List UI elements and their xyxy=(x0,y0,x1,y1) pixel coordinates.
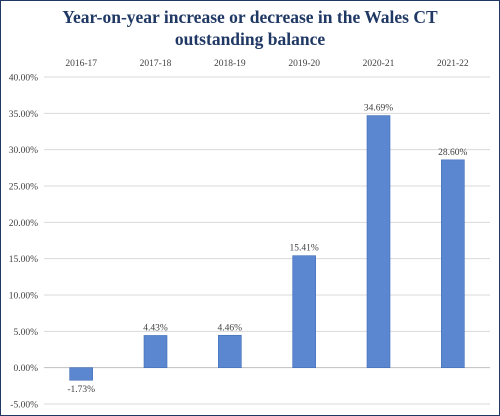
bar xyxy=(441,159,465,368)
y-tick-label: 10.00% xyxy=(9,292,38,302)
chart-title-line-2: outstanding balance xyxy=(174,29,326,49)
bar xyxy=(292,255,316,368)
data-label: 34.69% xyxy=(364,104,393,114)
y-tick-label: 15.00% xyxy=(9,255,38,265)
data-label: 15.41% xyxy=(290,244,319,254)
category-label: 2021-22 xyxy=(437,59,469,69)
data-labels: -1.73% 4.43% 4.46% 15.41% 34.69% 28.60% xyxy=(67,104,467,396)
data-label: 4.43% xyxy=(143,323,168,333)
y-tick-label: 5.00% xyxy=(13,328,38,338)
chart-title: Year-on-year increase or decrease in the… xyxy=(0,6,500,50)
category-label: 2020-21 xyxy=(363,59,395,69)
bars xyxy=(69,115,465,381)
y-tick-label: 20.00% xyxy=(9,219,38,229)
chart-title-line-1: Year-on-year increase or decrease in the… xyxy=(62,7,438,27)
category-label: 2016-17 xyxy=(65,59,97,69)
y-tick-label: 40.00% xyxy=(9,74,38,84)
category-label: 2018-19 xyxy=(214,59,246,69)
gridlines xyxy=(44,76,490,405)
y-tick-label: 25.00% xyxy=(9,183,38,193)
category-label: 2017-18 xyxy=(140,59,172,69)
y-axis-ticks: -5.00% 0.00% 5.00% 10.00% 15.00% 20.00% 25.00%… xyxy=(9,74,38,411)
y-tick-label: 35.00% xyxy=(9,110,38,120)
y-tick-label: -5.00% xyxy=(10,401,38,411)
y-tick-label: 30.00% xyxy=(9,146,38,156)
category-labels: 2016-17 2017-18 2018-19 2019-20 2020-21 2021-… xyxy=(65,59,469,69)
bar xyxy=(218,334,242,368)
bar xyxy=(69,367,93,381)
bar xyxy=(143,335,168,368)
data-label: -1.73% xyxy=(67,385,95,395)
data-label: 4.46% xyxy=(218,323,243,333)
data-label: 28.60% xyxy=(438,148,467,158)
bar xyxy=(366,115,391,368)
y-tick-label: 0.00% xyxy=(13,364,38,374)
category-label: 2019-20 xyxy=(288,59,320,69)
